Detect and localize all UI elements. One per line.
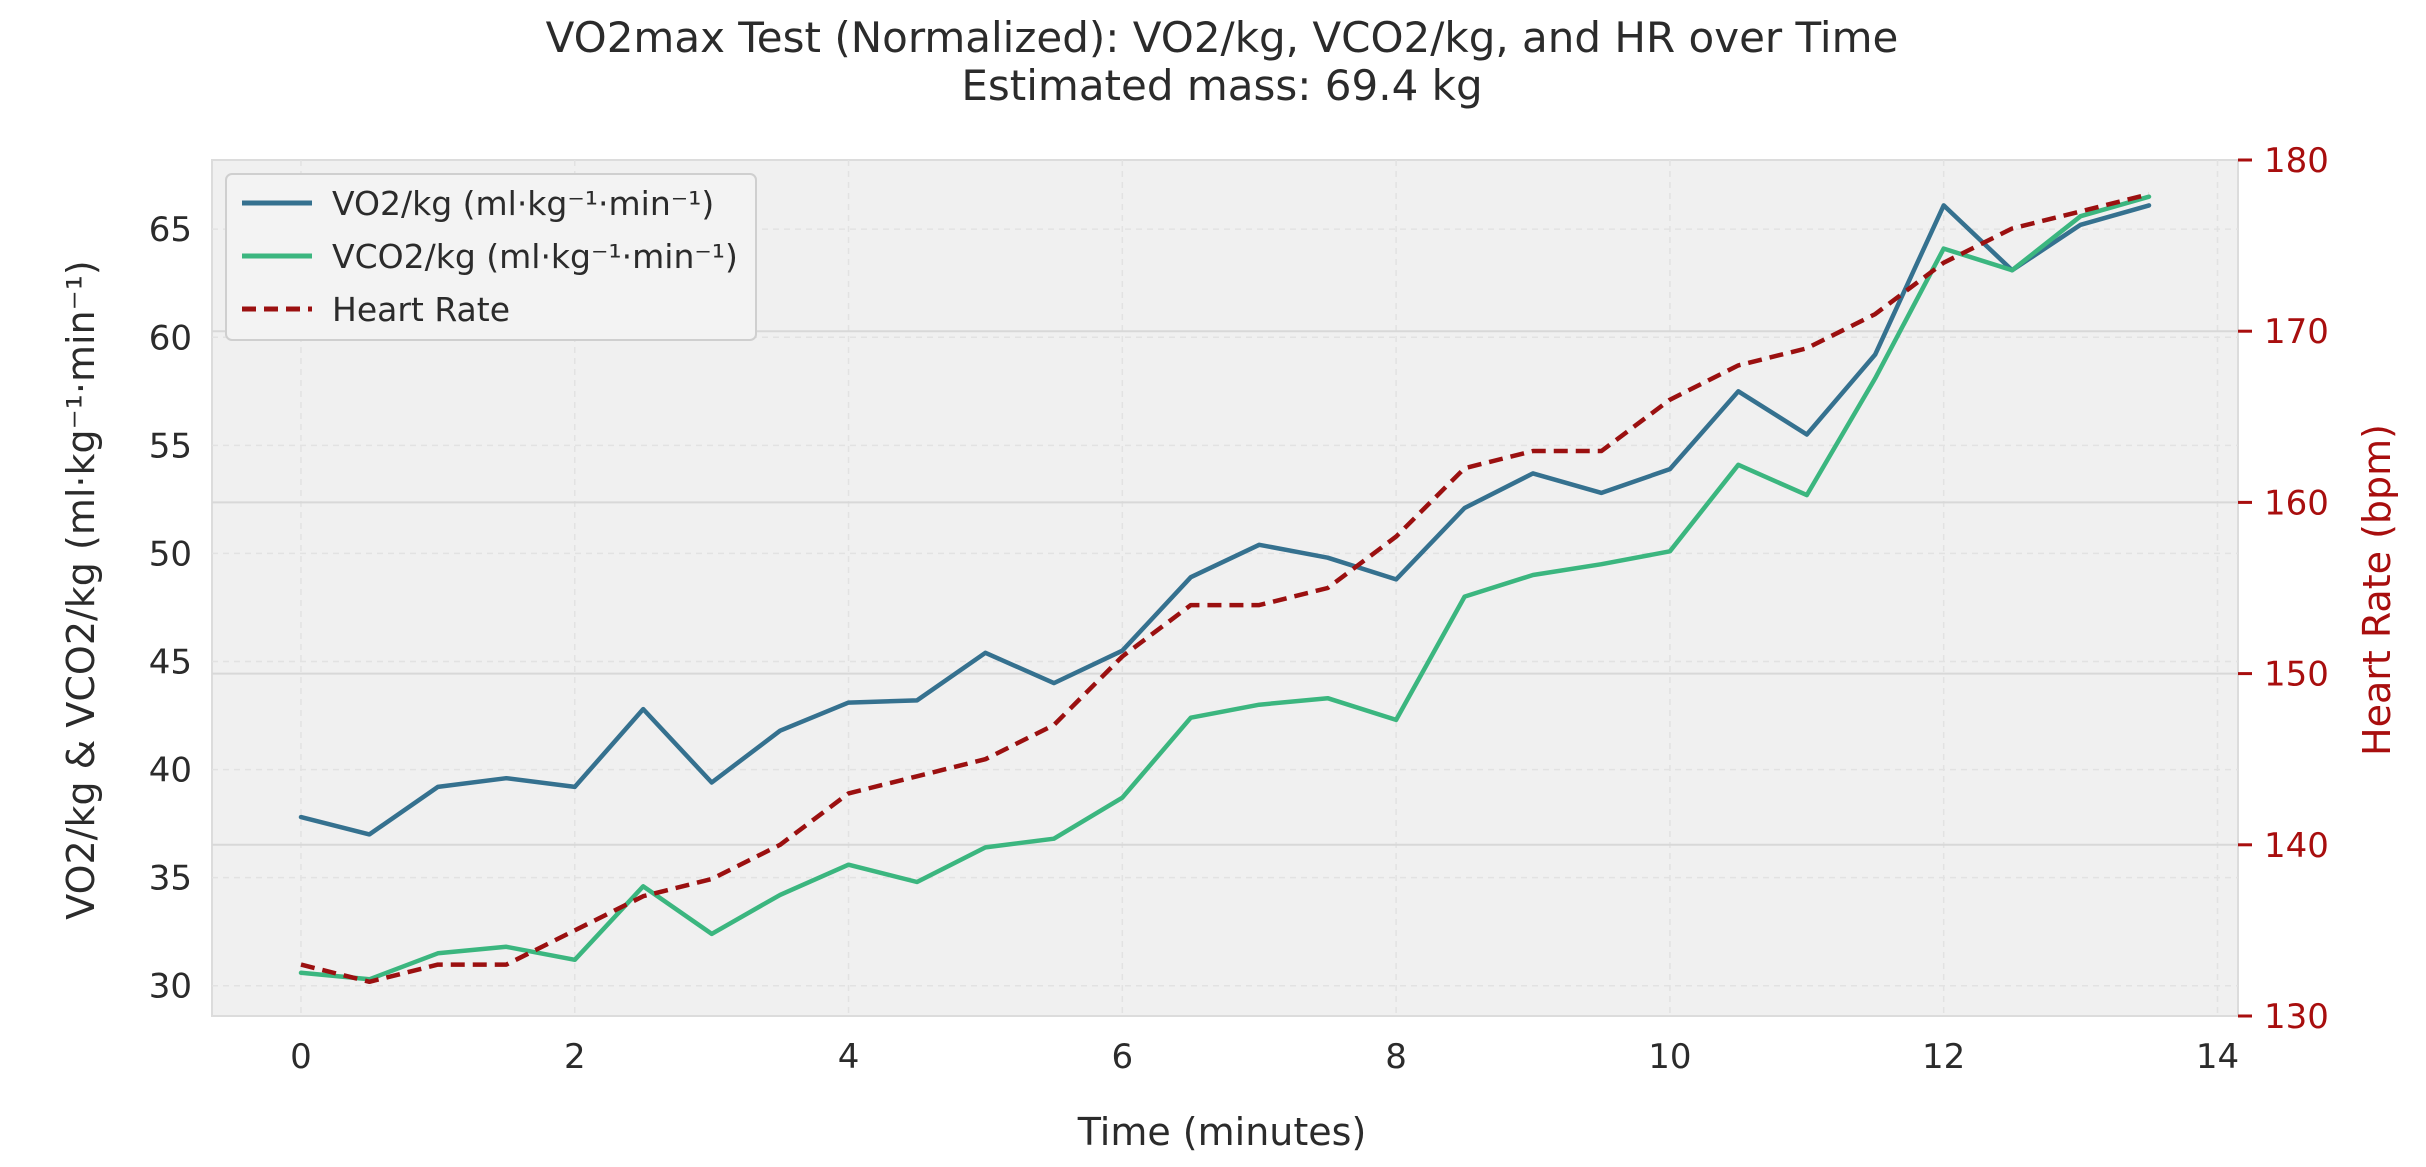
series-line-vo2 xyxy=(298,203,2152,837)
chart-title: VO2max Test (Normalized): VO2/kg, VCO2/k… xyxy=(546,13,1899,62)
y2-tick-label: 160 xyxy=(2264,483,2329,523)
x-tick-label: 4 xyxy=(838,1037,860,1077)
legend-label-vco2: VCO2/kg (ml·kg⁻¹·min⁻¹) xyxy=(332,237,738,276)
x-tick-label: 12 xyxy=(1922,1037,1965,1077)
y-axis-label: VO2/kg & VCO2/kg (ml·kg⁻¹·min⁻¹) xyxy=(59,260,103,920)
x-axis-label: Time (minutes) xyxy=(1077,1110,1367,1154)
y-tick-label: 60 xyxy=(149,318,192,358)
series-line-vco2 xyxy=(298,194,2152,982)
y2-tick-label: 130 xyxy=(2264,997,2329,1037)
x-tick-label: 0 xyxy=(290,1037,312,1077)
y-tick-label: 45 xyxy=(149,642,192,682)
legend: VO2/kg (ml·kg⁻¹·min⁻¹) VCO2/kg (ml·kg⁻¹·… xyxy=(225,173,757,341)
y-tick-label: 40 xyxy=(149,751,192,791)
x-tick-label: 10 xyxy=(1648,1037,1691,1077)
y-tick-label: 65 xyxy=(149,210,192,250)
x-tick-label: 6 xyxy=(1112,1037,1134,1077)
y2-tick-label: 170 xyxy=(2264,312,2329,352)
y2-tick-label: 180 xyxy=(2264,141,2329,181)
y2-axis-label: Heart Rate (bpm) xyxy=(2355,424,2399,756)
y-tick-label: 55 xyxy=(149,426,192,466)
series-line-heart-rate xyxy=(300,192,2150,985)
x-axis-ticks: 0 2 4 6 8 10 12 14 xyxy=(290,1037,2239,1077)
x-tick-label: 2 xyxy=(564,1037,586,1077)
grid-lines xyxy=(212,160,2238,1016)
y2-axis-ticks: 130 140 150 160 170 180 xyxy=(2238,141,2329,1037)
legend-label-heart-rate: Heart Rate xyxy=(332,290,510,329)
y-axis-ticks: 30 35 40 45 50 55 60 65 xyxy=(149,210,192,1007)
x-tick-label: 8 xyxy=(1385,1037,1407,1077)
y-tick-label: 35 xyxy=(149,859,192,899)
x-tick-label: 14 xyxy=(2196,1037,2239,1077)
legend-label-vo2: VO2/kg (ml·kg⁻¹·min⁻¹) xyxy=(332,184,714,223)
y2-tick-label: 140 xyxy=(2264,826,2329,866)
y2-tick-label: 150 xyxy=(2264,655,2329,695)
chart-subtitle: Estimated mass: 69.4 kg xyxy=(961,61,1482,110)
y-tick-label: 50 xyxy=(149,534,192,574)
legend-box xyxy=(225,173,757,341)
y-tick-label: 30 xyxy=(149,967,192,1007)
series-lines xyxy=(298,192,2152,985)
